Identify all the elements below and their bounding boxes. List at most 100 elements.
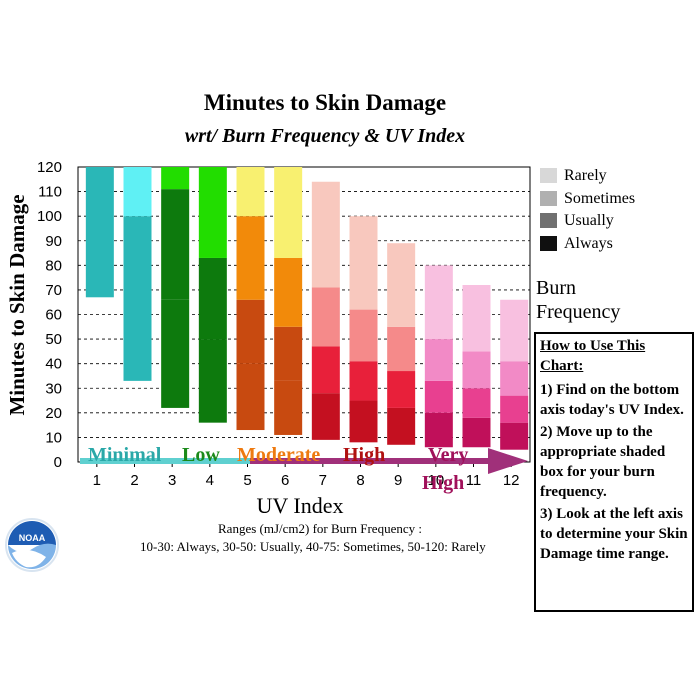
legend-label: Usually <box>564 212 614 229</box>
legend-title-line-2: Frequency <box>536 301 621 323</box>
legend-label: Sometimes <box>564 189 636 207</box>
x-tick-label: 3 <box>168 472 176 489</box>
legend: Rarely Sometimes Usually Always <box>540 165 635 255</box>
category-arrow-head <box>488 448 528 474</box>
bar-segment-rarely <box>274 167 303 258</box>
x-tick-label: 8 <box>356 472 364 489</box>
legend-title-line-1: Burn <box>536 277 576 299</box>
bar-segment-sometimes <box>274 257 303 327</box>
how-to-step: 2) Move up to the appropriate shaded box… <box>540 424 666 500</box>
x-tick-label: 11 <box>466 472 482 489</box>
legend-swatch <box>540 190 557 206</box>
bar-segment-rarely <box>123 167 152 217</box>
bar-segment-always <box>349 400 378 443</box>
bar-segment-sometimes <box>85 167 114 298</box>
y-axis-label: Minutes to Skin Damage <box>5 194 29 415</box>
bar-segment-usually <box>462 388 491 418</box>
legend-item: Always <box>540 233 635 256</box>
legend-item: Usually <box>540 210 635 233</box>
bar-segment-always <box>161 299 190 408</box>
footnote-line-2: 10-30: Always, 30-50: Usually, 40-75: So… <box>140 539 486 554</box>
how-to-step: 3) Look at the left axis to determine yo… <box>540 506 688 562</box>
bar-segment-sometimes <box>123 216 152 381</box>
bar-segment-always <box>311 393 340 440</box>
legend-swatch <box>540 213 557 228</box>
how-to-step: 1) Find on the bottom axis today's UV In… <box>540 382 684 418</box>
bar-segment-usually <box>349 361 378 401</box>
plot-frame <box>77 166 531 463</box>
how-to-panel: How to Use This Chart: 1) Find on the bo… <box>534 332 694 612</box>
uv-category-label: High <box>343 444 385 466</box>
legend-label: Rarely <box>564 167 607 184</box>
bar-segment-sometimes <box>349 309 378 362</box>
y-tick-label: 50 <box>45 331 62 348</box>
bar-segment-rarely <box>424 265 453 340</box>
x-tick-label: 10 <box>427 472 444 489</box>
category-arrow-shaft-high <box>250 458 500 464</box>
y-tick-label: 70 <box>45 282 62 299</box>
footnote-line-1: Ranges (mJ/cm2) for Burn Frequency : <box>218 521 422 536</box>
x-tick-label: 12 <box>503 472 520 489</box>
bar-segment-sometimes <box>236 216 265 300</box>
bar-segment-usually <box>424 380 453 413</box>
x-axis-label: UV Index <box>257 493 344 518</box>
y-tick-label: 90 <box>45 233 62 250</box>
y-tick-label: 20 <box>45 405 62 422</box>
uv-category-label: Very High <box>422 444 468 494</box>
bar-segment-usually <box>274 326 303 381</box>
bar-segment-rarely <box>462 285 491 352</box>
chart-subtitle: wrt/ Burn Frequency & UV Index <box>185 125 465 147</box>
y-tick-label: 80 <box>45 257 62 274</box>
y-tick-label: 100 <box>37 208 62 225</box>
bar-segment-sometimes <box>161 167 190 190</box>
y-tick-label: 30 <box>45 380 62 397</box>
legend-title: Burn Frequency <box>536 276 620 324</box>
chart-title: Minutes to Skin Damage <box>204 90 446 115</box>
uv-category-label: Minimal <box>88 444 162 466</box>
bar-segment-always <box>462 417 491 448</box>
x-tick-label: 1 <box>93 472 101 489</box>
x-tick-label: 4 <box>206 472 214 489</box>
uv-category-label: Moderate <box>237 444 320 466</box>
y-tick-label: 120 <box>37 159 62 176</box>
legend-label: Always <box>564 234 613 252</box>
x-tick-label: 7 <box>319 472 327 489</box>
bar-segment-sometimes <box>198 167 227 258</box>
bar-segment-usually <box>236 299 265 364</box>
y-tick-label: 0 <box>54 454 62 471</box>
x-tick-label: 5 <box>243 472 251 489</box>
uv-category-label: Low <box>182 444 220 466</box>
bar-segment-rarely <box>500 299 529 362</box>
bar-segment-sometimes <box>387 326 416 372</box>
x-tick-label: 6 <box>281 472 289 489</box>
legend-swatch <box>540 168 557 183</box>
logo-text: NOAA <box>19 533 46 543</box>
bar-segment-usually <box>161 189 190 300</box>
y-tick-label: 60 <box>45 307 62 324</box>
bar-segment-always <box>500 422 529 450</box>
x-tick-label: 9 <box>394 472 402 489</box>
bar-segment-sometimes <box>462 351 491 389</box>
bar-segment-rarely <box>311 181 340 288</box>
legend-item: Sometimes <box>540 188 635 211</box>
bar-segment-always <box>236 363 265 431</box>
legend-swatch <box>540 235 557 251</box>
legend-item: Rarely <box>540 165 635 188</box>
bar-segment-usually <box>311 346 340 394</box>
bar-segment-sometimes <box>424 339 453 381</box>
y-tick-label: 10 <box>45 429 62 446</box>
x-tick-label: 2 <box>130 472 138 489</box>
bar-segment-always <box>198 339 227 423</box>
how-to-title: How to Use This Chart: <box>540 338 646 374</box>
bar-segment-rarely <box>387 243 416 327</box>
bar-segment-usually <box>387 371 416 408</box>
bar-segment-always <box>424 412 453 448</box>
bar-segment-sometimes <box>311 287 340 347</box>
bar-segment-usually <box>500 395 529 423</box>
y-tick-label: 40 <box>45 356 62 373</box>
y-tick-label: 110 <box>38 184 62 201</box>
noaa-logo: NOAA <box>5 518 59 572</box>
bar-segment-rarely <box>236 167 265 217</box>
